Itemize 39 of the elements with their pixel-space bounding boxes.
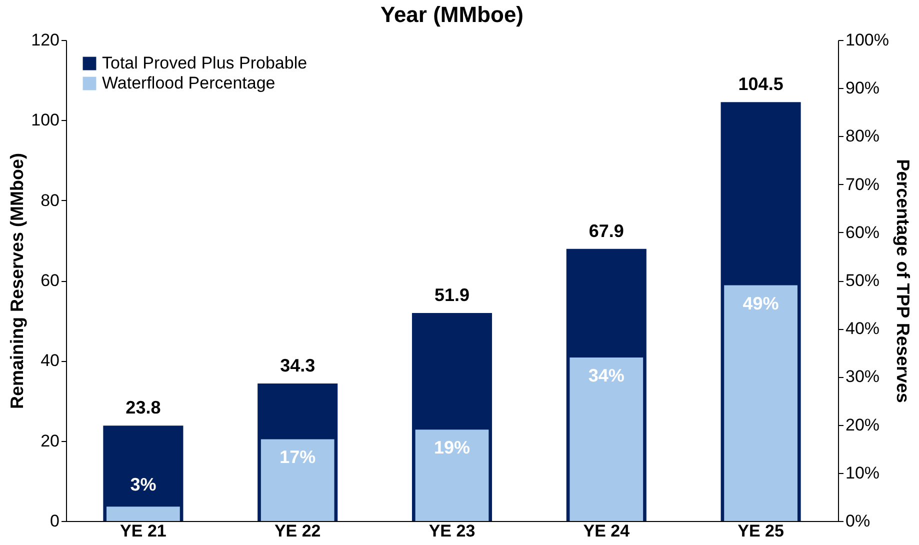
y-tick-label: 0 — [50, 512, 60, 530]
y2-tick-label: 100% — [846, 30, 889, 50]
y2-tick-label: 60% — [846, 222, 880, 242]
y-tick-label: 60 — [40, 271, 60, 290]
data-label: 34.3 — [280, 356, 316, 376]
y-tick-label: 100 — [31, 110, 60, 130]
y2-tick-label: 80% — [846, 126, 880, 146]
x-tick-label: YE 24 — [583, 522, 630, 540]
x-tick-label: YE 22 — [274, 522, 321, 540]
y2-tick-label: 20% — [846, 415, 880, 434]
chart-title: Year (MMboe) — [380, 2, 524, 27]
y2-tick-label: 10% — [846, 463, 880, 482]
y-tick-label: 80 — [40, 190, 60, 210]
data-label: 19% — [434, 438, 470, 458]
y2-tick-label: 40% — [846, 319, 880, 338]
y2-axis-title: Percentage of TPP Reserves — [892, 159, 913, 403]
data-label: 49% — [742, 293, 779, 314]
y2-tick-label: 0% — [846, 512, 870, 530]
y-tick-label: 120 — [31, 30, 60, 50]
y2-tick-label: 90% — [846, 78, 880, 98]
y2-tick-label: 30% — [846, 367, 880, 386]
data-label: 34% — [588, 365, 624, 386]
data-label: 51.9 — [434, 284, 470, 305]
data-label: 23.8 — [126, 398, 161, 418]
data-label: 17% — [280, 447, 316, 468]
x-tick-label: YE 25 — [738, 522, 784, 540]
data-label: 67.9 — [588, 220, 624, 241]
x-tick-label: YE 23 — [428, 522, 476, 540]
legend-label: Waterflood Percentage — [102, 74, 276, 92]
y-tick-label: 20 — [40, 431, 60, 450]
x-tick-label: YE 21 — [120, 522, 166, 540]
y2-tick-label: 70% — [846, 174, 880, 194]
y-axis-title: Remaining Reserves (MMboe) — [7, 152, 28, 410]
bar — [106, 506, 180, 521]
legend-label: Total Proved Plus Probable — [102, 54, 308, 72]
data-label: 3% — [130, 474, 156, 495]
y-tick-label: 40 — [40, 351, 60, 370]
data-label: 104.5 — [738, 74, 784, 94]
y2-tick-label: 50% — [846, 271, 880, 290]
